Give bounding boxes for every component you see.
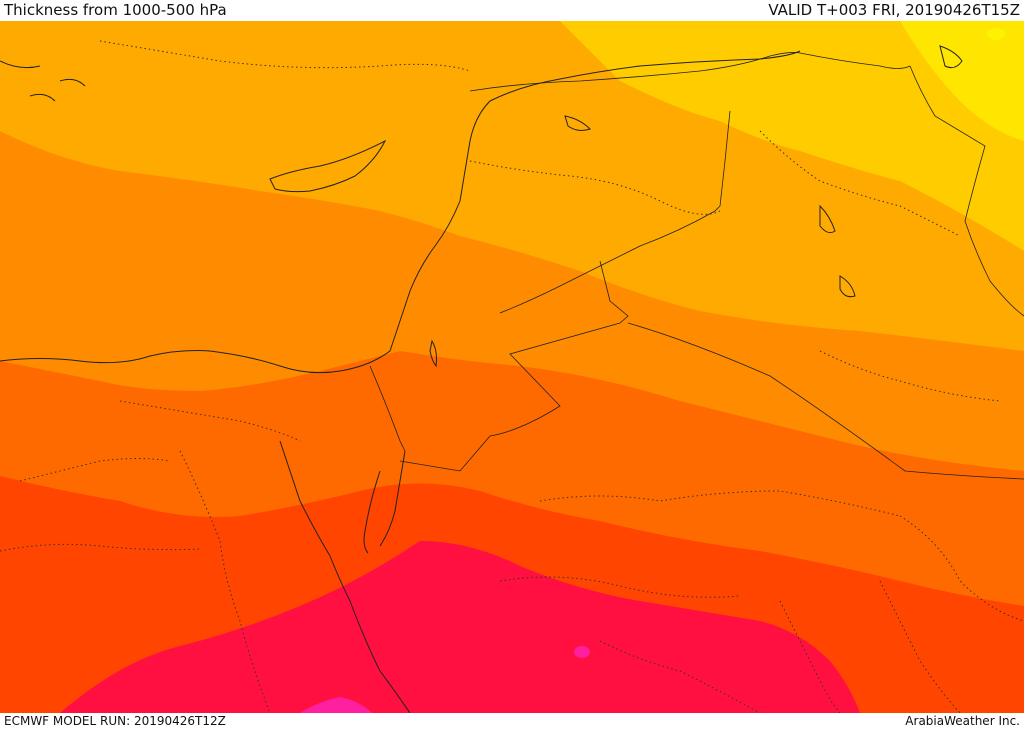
admin-dotted-3 [539, 490, 901, 517]
admin-dotted-7 [469, 160, 721, 215]
admin-dotted-12 [99, 40, 471, 72]
header-bar: Thickness from 1000-500 hPa VALID T+003 … [0, 0, 1024, 21]
admin-dotted-9 [819, 350, 1001, 402]
map-canvas [0, 21, 1024, 713]
admin-dotted-5 [499, 576, 741, 598]
band-magenta [300, 697, 372, 713]
admin-boundaries [0, 40, 1024, 713]
coastlines [0, 45, 963, 713]
thickness-map[interactable] [0, 21, 1024, 713]
admin-dotted-6 [779, 600, 841, 713]
borders [369, 52, 1024, 480]
admin-dotted-8 [759, 130, 961, 237]
band-crimson [60, 541, 860, 713]
assad-lake [564, 115, 591, 131]
border-syria-turkey [469, 52, 911, 92]
footer-bar: ECMWF MODEL RUN: 20190426T12Z ArabiaWeat… [0, 713, 1024, 729]
cyprus-coast [269, 139, 387, 193]
mediterranean-coast [0, 50, 801, 374]
bright-yellow-spot [987, 28, 1005, 40]
gulf-of-suez [363, 470, 381, 554]
admin-dotted-11 [19, 458, 171, 482]
lake-razazah [839, 275, 856, 298]
dead-sea [429, 339, 437, 368]
admin-dotted-14 [879, 580, 961, 713]
gulf-of-aqaba [379, 450, 406, 547]
lake-tharthar [819, 204, 836, 234]
band-bright-yellow [900, 21, 1024, 141]
admin-dotted-1 [0, 543, 201, 552]
admin-dotted-10 [179, 450, 271, 713]
red-sea-coast-west [279, 440, 411, 713]
credit: ArabiaWeather Inc. [905, 714, 1020, 728]
model-run: ECMWF MODEL RUN: 20190426T12Z [4, 714, 226, 728]
border-egypt-israel [369, 365, 406, 452]
band-magenta-spot [574, 646, 590, 658]
border-iraq-saudi [627, 322, 1024, 480]
admin-dotted-13 [599, 640, 761, 713]
valid-time: VALID T+003 FRI, 20190426T15Z [768, 1, 1020, 19]
map-title: Thickness from 1000-500 hPa [4, 1, 227, 19]
border-syria-iraq [499, 110, 731, 314]
aegean-islands [0, 60, 86, 102]
lake-van-region [939, 45, 963, 69]
border-jordan-saudi [399, 260, 629, 472]
border-iraq-iran [909, 65, 1024, 317]
